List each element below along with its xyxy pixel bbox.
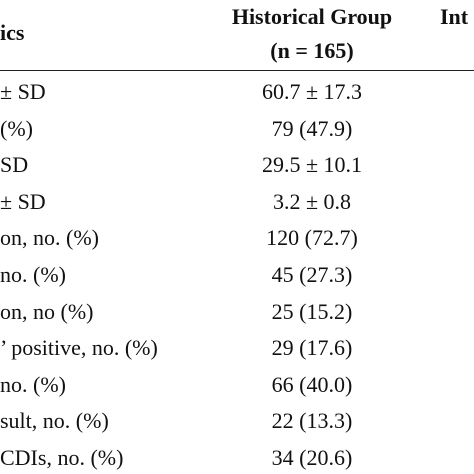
- row-label: no. (%): [0, 371, 66, 397]
- header-cell: ics: [0, 20, 25, 45]
- cell-value: 60.7 ± 17.3: [261, 79, 363, 104]
- row-label: CDIs, no. (%): [0, 445, 124, 470]
- header-cell: (n = 165): [270, 38, 354, 63]
- cell-value: 3.2 ± 0.8: [272, 188, 352, 214]
- row-label: ± SD: [0, 188, 46, 214]
- row-label: (%): [0, 115, 33, 141]
- row-label: ± SD: [0, 79, 46, 104]
- cell-value: 79 (47.9): [271, 115, 353, 141]
- cell-value: 29 (17.6): [271, 335, 353, 361]
- row-label: on, no. (%): [0, 225, 99, 251]
- row-label: sult, no. (%): [0, 408, 109, 434]
- row-label: ’ positive, no. (%): [0, 335, 158, 361]
- header-cell: Historical Group: [231, 4, 393, 29]
- header-cell: Int: [440, 4, 469, 29]
- cell-value: 34 (20.6): [271, 445, 353, 470]
- cell-value: 29.5 ± 10.1: [261, 152, 363, 178]
- row-label: SD: [0, 152, 29, 178]
- cell-value: 66 (40.0): [271, 371, 353, 397]
- cell-value: 25 (15.2): [271, 298, 353, 324]
- header-rule: [0, 70, 474, 71]
- row-label: no. (%): [0, 262, 66, 287]
- row-label: on, no (%): [0, 298, 94, 324]
- cell-value: 45 (27.3): [271, 262, 353, 287]
- cell-value: 120 (72.7): [266, 225, 358, 251]
- cell-value: 22 (13.3): [271, 408, 353, 434]
